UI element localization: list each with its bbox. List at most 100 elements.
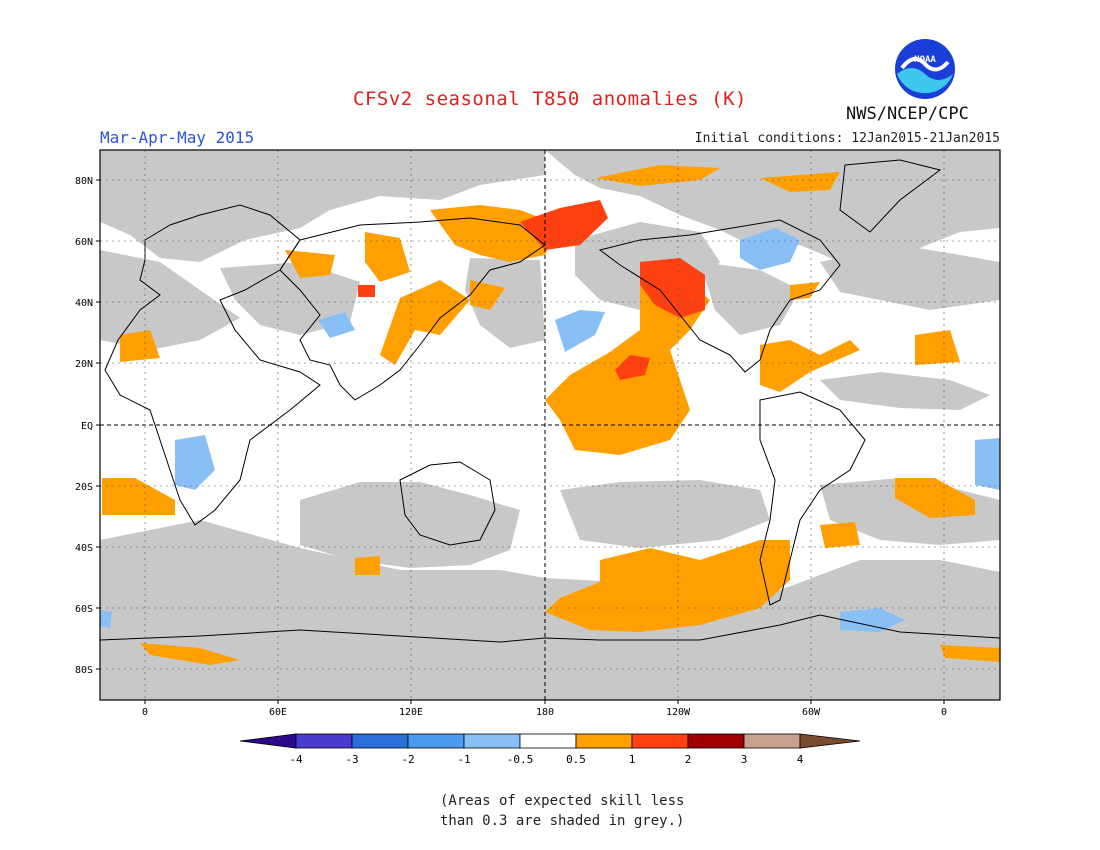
- coast-asia: [279, 217, 546, 401]
- legend-swatch-minus1-minus05: [463, 733, 521, 749]
- legend-swatch-05-1: [575, 733, 633, 749]
- noaa-logo: NOAA: [895, 39, 955, 99]
- legend-swatch-minus2-minus1: [407, 733, 465, 749]
- legend-swatch-3-4: [743, 733, 801, 749]
- warm-south-pacific: [545, 540, 790, 632]
- warm-south-america-coast: [820, 522, 860, 548]
- grey-north-atlantic: [820, 245, 1000, 310]
- hot-bering-strait: [520, 200, 608, 250]
- warm-south-atlantic-east: [895, 478, 975, 518]
- season-label: Mar-Apr-May 2015: [100, 128, 255, 147]
- warm-arctic-strip: [595, 165, 720, 186]
- cool-tibet: [318, 312, 355, 338]
- lon-label: 60W: [802, 707, 821, 718]
- legend-label: -3: [345, 753, 358, 766]
- grey-south-pacific: [560, 480, 770, 548]
- warm-antarctic-left: [140, 643, 240, 665]
- legend-label: 3: [741, 753, 748, 766]
- cool-antarctic-pacific: [840, 608, 905, 632]
- warm-east-us: [790, 282, 820, 300]
- lon-label: 0: [941, 707, 947, 718]
- noaa-logo-text: NOAA: [914, 55, 936, 65]
- cool-east-africa: [175, 435, 215, 490]
- initial-conditions: Initial conditions: 12Jan2015-21Jan2015: [694, 131, 1000, 146]
- legend-label: 0.5: [566, 753, 586, 766]
- lon-label: 180: [536, 707, 554, 718]
- graticule: [100, 150, 1000, 700]
- color-legend: [239, 733, 861, 749]
- continent-outlines: [99, 159, 1001, 643]
- skill-note-line1: (Areas of expected skill less: [440, 793, 685, 809]
- grey-asia: [220, 262, 360, 335]
- legend-label: -2: [401, 753, 414, 766]
- lon-label: 120W: [666, 707, 691, 718]
- warm-east-china: [380, 280, 470, 365]
- legend-swatch-lt-minus4: [239, 733, 297, 749]
- lat-label: 40S: [75, 543, 93, 554]
- warm-anomaly-areas: [102, 165, 1000, 665]
- lat-label: 60S: [75, 604, 93, 615]
- lat-label: 80S: [75, 665, 93, 676]
- skill-note-line2: than 0.3 are shaded in grey.): [440, 813, 685, 829]
- lat-label: EQ: [81, 421, 93, 432]
- warm-indian-south: [355, 556, 380, 575]
- grey-arctic-west: [100, 150, 545, 262]
- cool-antarctic-left: [100, 610, 112, 628]
- skill-note: (Areas of expected skill less than 0.3 a…: [440, 791, 760, 831]
- warm-gulf-caribbean: [760, 340, 860, 392]
- grey-southern-indian: [300, 482, 520, 568]
- legend-swatch-gt-4: [799, 733, 861, 749]
- legend-label: -0.5: [507, 753, 534, 766]
- cool-central-pacific: [555, 310, 605, 352]
- legend-swatch-2-3: [687, 733, 745, 749]
- latitude-labels: 80N 60N 40N 20N EQ 20S 40S 60S 80S: [75, 176, 93, 676]
- cool-hudson-bay: [740, 228, 800, 270]
- legend-swatch-1-2: [631, 733, 689, 749]
- cool-south-atlantic-right: [975, 438, 1000, 490]
- lon-label: 60E: [269, 707, 287, 718]
- warm-japan: [470, 280, 505, 310]
- hot-alaska-canada: [640, 258, 705, 318]
- legend-swatch-minus4-minus3: [295, 733, 353, 749]
- legend-swatch-minus3-minus2: [351, 733, 409, 749]
- legend-label: 4: [797, 753, 804, 766]
- org-label: NWS/NCEP/CPC: [846, 104, 969, 124]
- legend-label: 1: [629, 753, 636, 766]
- coast-north-america: [598, 219, 841, 373]
- page-title: CFSv2 seasonal T850 anomalies (K): [353, 88, 747, 110]
- coast-australia: [399, 461, 496, 546]
- hot-subtropical-pacific: [615, 355, 650, 380]
- lon-label: 0: [142, 707, 148, 718]
- legend-label: -1: [457, 753, 470, 766]
- legend-label: -4: [289, 753, 303, 766]
- lon-label: 120E: [399, 707, 423, 718]
- legend-labels: -4 -3 -2 -1 -0.5 0.5 1 2 3 4: [289, 753, 803, 766]
- lat-label: 20N: [75, 359, 93, 370]
- grey-tropical-atlantic: [820, 372, 990, 410]
- warm-central-asia: [285, 250, 335, 278]
- grey-north-america: [700, 262, 800, 335]
- grey-north-pacific-west: [465, 258, 545, 348]
- warm-middle-east-right: [915, 330, 960, 365]
- grey-europe: [100, 250, 240, 350]
- lat-label: 40N: [75, 298, 93, 309]
- warm-siberia: [365, 232, 410, 282]
- hot-mongolia: [358, 285, 375, 297]
- warm-antarctic-right: [940, 645, 1000, 662]
- coast-greenland: [839, 159, 942, 233]
- coast-antarctica: [99, 614, 1001, 643]
- warm-bering-sea: [430, 205, 560, 262]
- cool-anomaly-areas: [100, 228, 1000, 632]
- legend-label: 2: [685, 753, 692, 766]
- warm-canada-arctic: [760, 172, 840, 192]
- coast-south-america: [759, 391, 866, 606]
- lat-label: 60N: [75, 237, 93, 248]
- lat-label: 20S: [75, 482, 93, 493]
- coast-europe-africa: [104, 204, 321, 526]
- warm-north-africa: [120, 330, 160, 362]
- tick-marks: [96, 179, 945, 704]
- legend-swatch-minus05-05: [519, 733, 577, 749]
- warm-south-africa-west: [102, 478, 175, 515]
- reference-lines: [100, 150, 1000, 700]
